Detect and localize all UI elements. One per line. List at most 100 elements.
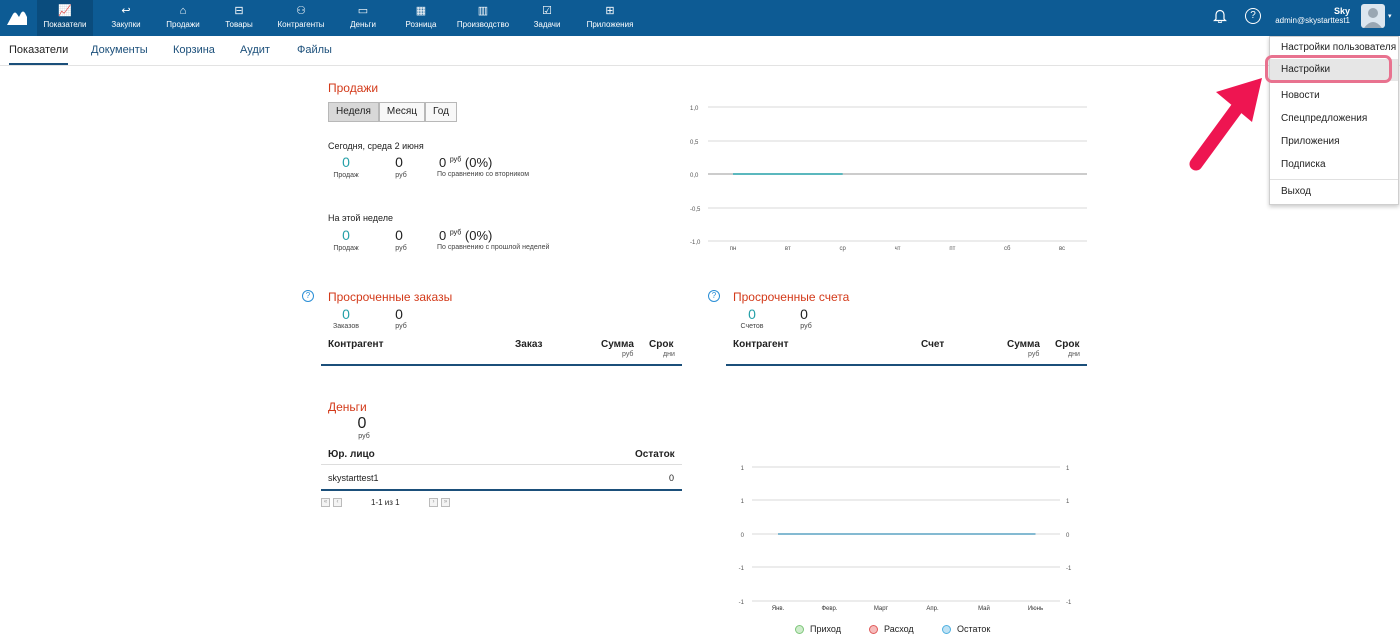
overdue-orders-sum: 0 <box>395 306 403 322</box>
money-chart: 1 1 1 1 0 0 -1 -1 -1 -1 Янв. Февр. Март Апр. Май Июнь <box>739 466 1072 612</box>
help-icon[interactable]: ? <box>1245 8 1261 24</box>
overdue-orders-count[interactable]: 0 <box>342 306 350 322</box>
money-title: Деньги <box>328 400 367 414</box>
menu-item-news[interactable]: Новости <box>1281 90 1320 101</box>
wallet-icon: ▭ <box>357 5 369 17</box>
pager-last-button[interactable]: » <box>441 498 450 507</box>
week-sales-count-caption: Продаж <box>333 245 359 252</box>
column-header-order[interactable]: Заказ <box>515 339 543 350</box>
y-tick-label: 0,5 <box>690 140 699 146</box>
column-header-party[interactable]: Контрагент <box>328 339 384 350</box>
nav-item-1[interactable]: ↩ Закупки <box>103 0 149 36</box>
today-sales-count[interactable]: 0 <box>342 154 350 170</box>
user-email[interactable]: admin@skystarttest1 <box>1275 16 1350 25</box>
x-tick-label: вс <box>1059 246 1065 252</box>
help-icon[interactable]: ? <box>302 290 314 302</box>
x-tick-label: Март <box>874 606 889 612</box>
tab-indicators[interactable]: Показатели <box>9 44 69 65</box>
legend-expense[interactable]: Расход <box>869 624 914 634</box>
apps-icon: ⊞ <box>605 5 615 17</box>
legend-balance[interactable]: Остаток <box>942 624 990 634</box>
y2-tick-label: 1 <box>1066 466 1070 472</box>
today-sales-sum: 0 <box>395 154 403 170</box>
menu-item-subscription[interactable]: Подписка <box>1281 159 1326 170</box>
nav-item-6[interactable]: ▦ Розница <box>398 0 444 36</box>
y2-tick-label: 0 <box>1066 533 1070 539</box>
period-selector: Неделя Месяц Год <box>328 102 457 122</box>
tab-files[interactable]: Файлы <box>297 44 332 56</box>
column-header-term-unit: дни <box>1068 351 1080 358</box>
help-icon[interactable]: ? <box>708 290 720 302</box>
task-icon: ☑ <box>542 5 552 17</box>
sales-title: Продажи <box>328 81 379 95</box>
pager-next-button[interactable]: › <box>429 498 438 507</box>
pager-first-button[interactable]: « <box>321 498 330 507</box>
user-name[interactable]: Sky <box>1333 6 1350 16</box>
sub-tabs: Показатели Документы Корзина Аудит Файлы <box>0 36 1400 66</box>
y-tick-label: -1 <box>739 566 745 572</box>
column-header-term[interactable]: Срок <box>1055 339 1080 350</box>
column-header-balance[interactable]: Остаток <box>635 449 675 460</box>
period-month-button[interactable]: Месяц <box>378 102 426 122</box>
overdue-invoices-title: Просроченные счета <box>733 290 850 304</box>
menu-item-offers[interactable]: Спецпредложения <box>1281 113 1368 124</box>
x-tick-label: Май <box>978 605 990 612</box>
column-header-term[interactable]: Срок <box>649 339 674 350</box>
menu-item-apps[interactable]: Приложения <box>1281 136 1340 147</box>
nav-item-9[interactable]: ⊞ Приложения <box>580 0 640 36</box>
chart-icon: 📈 <box>58 5 72 17</box>
today-sales-sum-caption: руб <box>395 172 407 179</box>
column-header-sum[interactable]: Сумма <box>1007 339 1040 350</box>
overdue-invoices-count[interactable]: 0 <box>748 306 756 322</box>
pager-prev-button[interactable]: ‹ <box>333 498 342 507</box>
column-header-term-unit: дни <box>663 351 675 358</box>
y-tick-label: 0 <box>741 533 745 539</box>
legend-income[interactable]: Приход <box>795 624 841 634</box>
cart-icon: ⊟ <box>234 5 244 17</box>
highlight-ring <box>1265 55 1392 83</box>
y-tick-label: -1 <box>739 600 745 606</box>
menu-item-logout[interactable]: Выход <box>1281 186 1311 197</box>
x-tick-label: сб <box>1004 246 1011 252</box>
nav-item-2[interactable]: ⌂ Продажи <box>160 0 206 36</box>
overdue-invoices-sum: 0 <box>800 306 808 322</box>
logo-icon[interactable] <box>6 8 28 26</box>
x-tick-label: пн <box>730 246 737 252</box>
period-week-button[interactable]: Неделя <box>328 102 379 122</box>
y2-tick-label: -1 <box>1066 600 1072 606</box>
tab-trash[interactable]: Корзина <box>173 44 215 56</box>
table-cell-entity[interactable]: skystarttest1 <box>328 473 379 483</box>
tab-documents[interactable]: Документы <box>91 44 148 56</box>
y-tick-label: 0,0 <box>690 173 699 179</box>
nav-item-5[interactable]: ▭ Деньги <box>342 0 384 36</box>
money-total-caption: руб <box>358 433 370 440</box>
nav-item-label: Розница <box>405 20 437 29</box>
nav-item-3[interactable]: ⊟ Товары <box>219 0 259 36</box>
nav-item-7[interactable]: ▥ Производство <box>449 0 517 36</box>
period-year-button[interactable]: Год <box>425 102 457 122</box>
user-menu: Настройки пользователя Настройки Новости… <box>1269 36 1399 205</box>
column-header-sum[interactable]: Сумма <box>601 339 634 350</box>
legend-swatch-income <box>795 624 804 634</box>
menu-item-settings[interactable]: Настройки <box>1270 59 1398 81</box>
column-header-invoice[interactable]: Счет <box>921 339 945 350</box>
nav-item-0[interactable]: 📈 Показатели <box>37 0 93 36</box>
tab-audit[interactable]: Аудит <box>240 44 270 56</box>
menu-item-user-settings[interactable]: Настройки пользователя <box>1281 42 1397 53</box>
bell-icon[interactable] <box>1212 8 1228 24</box>
table-divider <box>321 364 682 366</box>
nav-item-8[interactable]: ☑ Задачи <box>528 0 566 36</box>
column-header-party[interactable]: Контрагент <box>733 339 789 350</box>
overdue-invoices-count-caption: Счетов <box>740 323 764 330</box>
x-tick-label: Июнь <box>1028 606 1043 612</box>
week-label: На этой неделе <box>328 213 393 223</box>
avatar[interactable] <box>1361 4 1385 28</box>
nav-item-label: Закупки <box>111 20 141 29</box>
nav-item-4[interactable]: ⚇ Контрагенты <box>268 0 334 36</box>
week-sales-sum-caption: руб <box>395 245 407 252</box>
column-header-entity[interactable]: Юр. лицо <box>328 449 375 460</box>
purchase-icon: ↩ <box>121 5 131 17</box>
week-sales-count[interactable]: 0 <box>342 227 350 243</box>
x-tick-label: вт <box>785 246 791 252</box>
chevron-down-icon[interactable]: ▾ <box>1388 13 1392 20</box>
